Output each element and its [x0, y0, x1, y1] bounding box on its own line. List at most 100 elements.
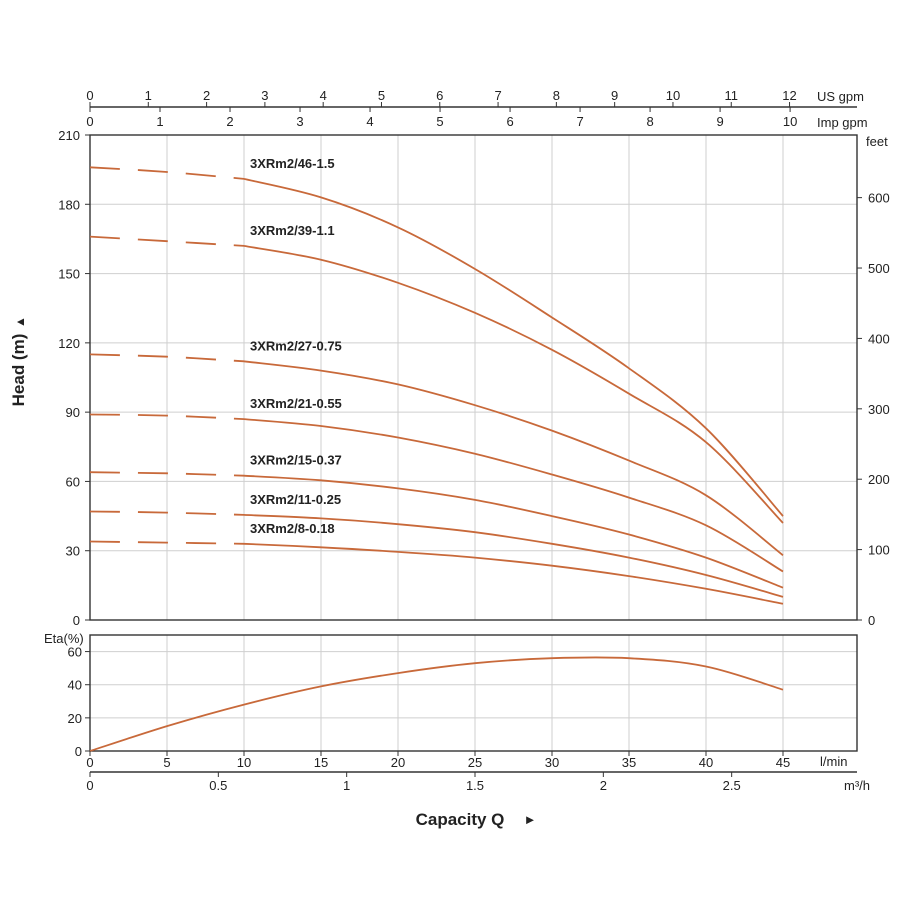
- efficiency-panel-frame: [89, 634, 858, 752]
- efficiency-y-ticks: 0 20 40 60: [68, 645, 90, 759]
- us-gpm-tick-label: 8: [553, 88, 560, 103]
- head-curve-labels: 3XRm2/46-1.5 3XRm2/39-1.1 3XRm2/27-0.75 3XR…: [250, 156, 342, 536]
- head-curve: [243, 418, 784, 573]
- efficiency-grid: [89, 635, 857, 752]
- us-gpm-label: US gpm: [817, 89, 864, 104]
- us-gpm-tick-label: 3: [261, 88, 268, 103]
- us-gpm-tick-label: 4: [320, 88, 327, 103]
- head-axis-title: Head (m): [9, 334, 28, 407]
- imp-gpm-tick-label: 7: [576, 114, 583, 129]
- m3h-tick-label: 1: [343, 778, 350, 793]
- feet-tick-label: 0: [868, 613, 875, 628]
- lmin-tick-label: 30: [545, 755, 559, 770]
- efficiency-y-tick-label: 60: [68, 645, 82, 660]
- imp-gpm-tick-label: 10: [783, 114, 797, 129]
- m3h-tick-label: 2.5: [723, 778, 741, 793]
- imp-gpm-tick-label: 9: [716, 114, 723, 129]
- us-gpm-tick-label: 10: [666, 88, 680, 103]
- head-y-tick-label: 0: [73, 613, 80, 628]
- imp-gpm-tick-label: 5: [436, 114, 443, 129]
- head-y-tick-label: 150: [58, 267, 80, 282]
- head-curve: [243, 360, 784, 557]
- curve-label: 3XRm2/8-0.18: [250, 521, 335, 536]
- m3h-ticks: 0 0.5 1 1.5 2 2.5: [86, 772, 741, 793]
- lmin-tick-label: 45: [776, 755, 790, 770]
- head-y-ticks: 0 30 60 90 120 150 180 210: [58, 128, 90, 628]
- m3h-label: m³/h: [844, 778, 870, 793]
- head-y-tick-label: 210: [58, 128, 80, 143]
- us-gpm-tick-label: 5: [378, 88, 385, 103]
- top-flow-axes: 0 1 2 3 4 5 6 7 8 9 10 11 12 US gpm 0 1 2 3 4 5 6 7 8 9 10 Imp…: [86, 88, 867, 130]
- imp-gpm-label: Imp gpm: [817, 115, 868, 130]
- imp-gpm-tick-label: 4: [366, 114, 373, 129]
- head-grid: [89, 134, 857, 621]
- feet-ticks: 0 100 200 300 400 500 600: [857, 191, 890, 628]
- curve-label: 3XRm2/27-0.75: [250, 338, 342, 353]
- head-y-tick-label: 120: [58, 336, 80, 351]
- m3h-tick-label: 2: [600, 778, 607, 793]
- head-curve-dashed: [89, 166, 245, 180]
- lmin-tick-label: 35: [622, 755, 636, 770]
- imp-gpm-tick-label: 8: [646, 114, 653, 129]
- imp-gpm-tick-label: 2: [226, 114, 233, 129]
- efficiency-axis-title: Eta(%): [44, 631, 84, 646]
- capacity-axis-title: Capacity Q: [416, 810, 505, 829]
- m3h-tick-label: 0: [86, 778, 93, 793]
- us-gpm-tick-label: 1: [145, 88, 152, 103]
- feet-tick-label: 200: [868, 472, 890, 487]
- feet-tick-label: 300: [868, 402, 890, 417]
- us-gpm-tick-label: 12: [782, 88, 796, 103]
- us-gpm-tick-label: 11: [724, 88, 738, 103]
- efficiency-curve-line: [89, 656, 784, 752]
- head-y-tick-label: 180: [58, 197, 80, 212]
- us-gpm-tick-label: 0: [86, 88, 93, 103]
- head-panel-frame: [89, 134, 858, 621]
- imp-gpm-tick-label: 6: [506, 114, 513, 129]
- lmin-tick-label: 25: [468, 755, 482, 770]
- lmin-tick-label: 5: [163, 755, 170, 770]
- imp-gpm-tick-label: 0: [86, 114, 93, 129]
- lmin-tick-label: 20: [391, 755, 405, 770]
- imp-gpm-tick-label: 1: [156, 114, 163, 129]
- head-curves: [89, 166, 784, 605]
- head-curve: [243, 542, 784, 605]
- head-y-tick-label: 60: [66, 474, 80, 489]
- head-y-tick-label: 30: [66, 544, 80, 559]
- head-curve-dashed: [89, 353, 245, 363]
- us-gpm-tick-label: 9: [611, 88, 618, 103]
- us-gpm-ticks: 0 1 2 3 4 5 6 7 8 9 10 11 12: [86, 88, 797, 107]
- lmin-tick-label: 15: [314, 755, 328, 770]
- us-gpm-tick-label: 2: [203, 88, 210, 103]
- head-y-tick-label: 90: [66, 405, 80, 420]
- head-curve-dashed: [89, 540, 245, 545]
- curve-label: 3XRm2/21-0.55: [250, 396, 342, 411]
- efficiency-y-tick-label: 40: [68, 678, 82, 693]
- head-curve-dashed: [89, 510, 245, 516]
- m3h-tick-label: 0.5: [209, 778, 227, 793]
- head-curve-dashed: [89, 413, 245, 420]
- efficiency-y-tick-label: 0: [75, 744, 82, 759]
- head-curve: [243, 245, 784, 524]
- curve-label: 3XRm2/39-1.1: [250, 223, 335, 238]
- head-axis-arrow: ▲: [13, 316, 27, 328]
- lmin-tick-label: 10: [237, 755, 251, 770]
- head-curve: [243, 178, 784, 517]
- head-curve: [243, 514, 784, 598]
- lmin-label: l/min: [820, 754, 847, 769]
- lmin-tick-label: 0: [86, 755, 93, 770]
- feet-tick-label: 600: [868, 191, 890, 206]
- feet-tick-label: 100: [868, 543, 890, 558]
- capacity-axis-arrow: ►: [524, 812, 537, 827]
- imp-gpm-ticks: 0 1 2 3 4 5 6 7 8 9 10: [86, 107, 797, 129]
- efficiency-y-tick-label: 20: [68, 711, 82, 726]
- feet-tick-label: 500: [868, 261, 890, 276]
- curve-label: 3XRm2/46-1.5: [250, 156, 335, 171]
- imp-gpm-tick-label: 3: [296, 114, 303, 129]
- us-gpm-tick-label: 6: [436, 88, 443, 103]
- efficiency-curve: [89, 656, 784, 752]
- lmin-ticks: 0 5 10 15 20 25 30 35 40 45: [86, 751, 790, 770]
- head-curve-dashed: [89, 471, 245, 477]
